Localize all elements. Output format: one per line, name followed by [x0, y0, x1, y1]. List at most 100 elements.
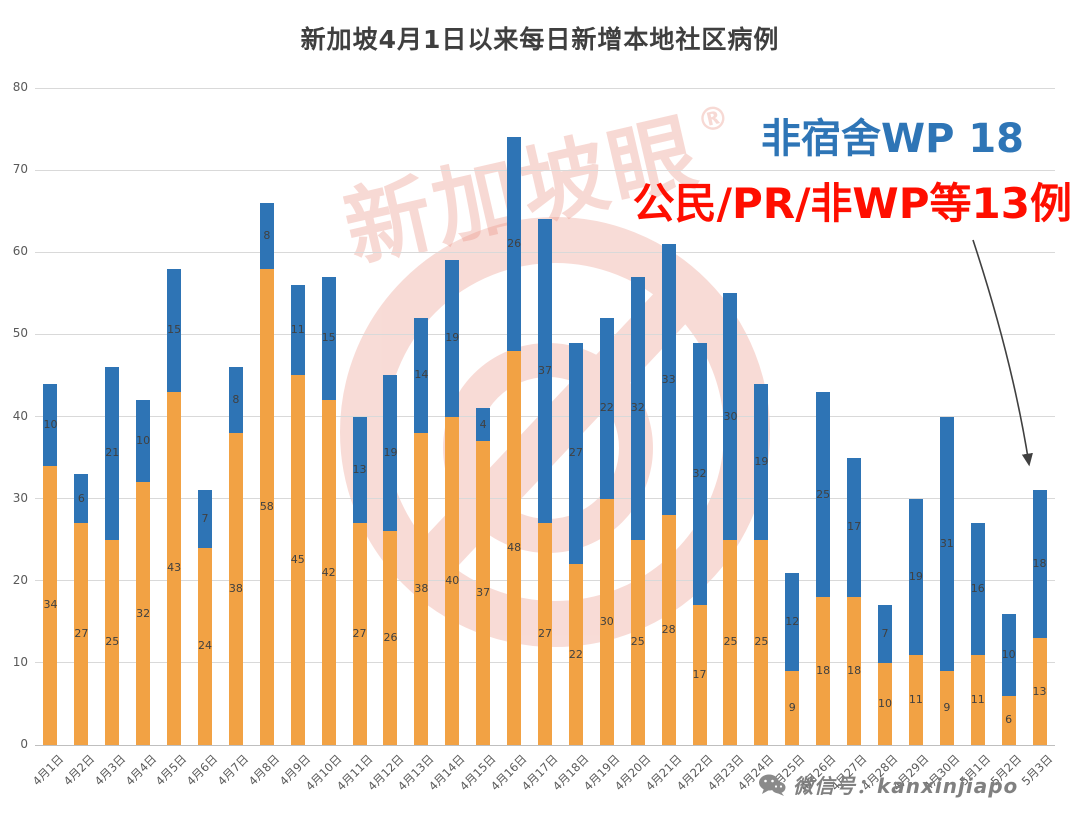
bar-segment-nondorm-wp — [136, 400, 151, 483]
data-label-citizen-pr: 38 — [228, 581, 243, 595]
bar-segment-citizen-pr — [476, 441, 491, 745]
data-label-nondorm-wp: 11 — [290, 323, 305, 337]
y-tick-label: 30 — [12, 490, 28, 505]
bar-segment-nondorm-wp — [167, 268, 182, 392]
x-tick-label: 4月3日 — [91, 751, 128, 789]
data-label-citizen-pr: 58 — [259, 499, 274, 513]
annotation-blue-wp: 非宿舍WP 18 — [760, 116, 1024, 162]
data-label-nondorm-wp: 27 — [568, 446, 583, 460]
bar-segment-citizen-pr — [692, 605, 707, 745]
data-label-citizen-pr: 6 — [1005, 713, 1013, 727]
bar-segment-citizen-pr — [785, 671, 800, 745]
bar-segment-nondorm-wp — [1001, 613, 1016, 696]
bar-4月27日 — [847, 457, 862, 745]
data-label-nondorm-wp: 15 — [167, 323, 182, 337]
data-label-nondorm-wp: 18 — [1032, 557, 1047, 571]
data-label-nondorm-wp: 19 — [754, 454, 769, 468]
y-tick-label: 20 — [12, 572, 28, 587]
data-label-nondorm-wp: 30 — [723, 409, 738, 423]
data-label-nondorm-wp: 8 — [232, 393, 240, 407]
bar-segment-nondorm-wp — [970, 523, 985, 655]
bar-segment-nondorm-wp — [754, 383, 769, 540]
x-tick-label: 4月5日 — [153, 751, 190, 789]
data-label-citizen-pr: 42 — [321, 565, 336, 579]
bar-segment-nondorm-wp — [383, 375, 398, 532]
bar-segment-citizen-pr — [754, 539, 769, 745]
bar-4月2日 — [74, 474, 89, 745]
data-label-citizen-pr: 9 — [943, 701, 951, 715]
data-label-nondorm-wp: 10 — [43, 417, 58, 431]
data-label-citizen-pr: 37 — [476, 586, 491, 600]
data-label-nondorm-wp: 13 — [352, 462, 367, 476]
bar-segment-citizen-pr — [228, 432, 243, 745]
y-tick-label: 0 — [20, 737, 28, 751]
bar-segment-nondorm-wp — [538, 219, 552, 524]
bar-segment-citizen-pr — [321, 400, 336, 745]
data-label-nondorm-wp: 19 — [445, 331, 460, 345]
bar-segment-citizen-pr — [105, 539, 120, 745]
bar-segment-nondorm-wp — [352, 416, 367, 524]
bar-segment-citizen-pr — [167, 391, 182, 745]
data-label-citizen-pr: 30 — [599, 614, 614, 628]
bar-4月28日 — [878, 605, 892, 745]
bar-segment-citizen-pr — [939, 671, 954, 745]
wechat-account-label: 微信号：kanxinjiapo — [793, 774, 1019, 798]
bar-segment-nondorm-wp — [445, 260, 460, 417]
bar-segment-citizen-pr — [630, 539, 645, 745]
bar-segment-citizen-pr — [383, 531, 398, 745]
data-label-nondorm-wp: 37 — [538, 364, 552, 378]
data-label-citizen-pr: 22 — [568, 647, 583, 661]
bar-4月4日 — [136, 400, 151, 745]
bar-4月19日 — [599, 317, 614, 745]
bar-segment-citizen-pr — [136, 482, 151, 745]
x-tick-label: 4月1日 — [29, 751, 67, 789]
bar-4月16日 — [507, 137, 522, 745]
bar-segment-nondorm-wp — [321, 276, 336, 401]
bar-segment-nondorm-wp — [847, 457, 862, 598]
bar-segment-nondorm-wp — [661, 244, 676, 516]
bar-4月23日 — [723, 293, 738, 745]
data-label-citizen-pr: 24 — [198, 639, 212, 653]
bar-segment-citizen-pr — [568, 564, 583, 745]
bar-segment-citizen-pr — [538, 523, 552, 745]
bar-4月5日 — [167, 268, 182, 745]
data-label-nondorm-wp: 19 — [908, 569, 923, 583]
data-label-nondorm-wp: 7 — [881, 627, 889, 641]
data-label-nondorm-wp: 31 — [939, 536, 954, 550]
bar-4月22日 — [692, 342, 707, 745]
bar-segment-citizen-pr — [259, 268, 274, 745]
x-tick-label: 4月8日 — [245, 751, 283, 789]
bar-segment-nondorm-wp — [908, 498, 923, 655]
bar-4月24日 — [754, 383, 769, 745]
bar-4月11日 — [352, 416, 367, 745]
y-tick-label: 50 — [12, 326, 28, 341]
data-label-citizen-pr: 25 — [723, 635, 738, 649]
data-label-citizen-pr: 9 — [788, 701, 796, 715]
bar-segment-nondorm-wp — [290, 285, 305, 376]
y-tick-label: 10 — [12, 654, 28, 669]
x-tick-label: 4月2日 — [60, 751, 97, 789]
bar-4月13日 — [414, 317, 429, 745]
bar-segment-citizen-pr — [878, 662, 892, 745]
data-label-nondorm-wp: 10 — [1001, 647, 1016, 661]
data-label-nondorm-wp: 6 — [77, 491, 85, 505]
data-label-citizen-pr: 27 — [74, 627, 89, 641]
bar-5月2日 — [1001, 613, 1016, 745]
data-label-nondorm-wp: 4 — [479, 417, 487, 431]
bar-segment-nondorm-wp — [414, 317, 429, 433]
bar-segment-citizen-pr — [74, 523, 89, 745]
annotation-red-citizen: 公民/PR/非WP等13例 — [632, 179, 1072, 228]
data-label-nondorm-wp: 26 — [507, 237, 522, 251]
chart-title: 新加坡4月1日以来每日新增本地社区病例 — [300, 25, 780, 54]
bar-segment-nondorm-wp — [568, 342, 583, 565]
bar-4月29日 — [908, 498, 923, 745]
data-label-nondorm-wp: 7 — [201, 512, 209, 526]
data-label-citizen-pr: 34 — [43, 598, 58, 612]
bar-4月17日 — [538, 219, 552, 745]
data-label-citizen-pr: 25 — [630, 635, 645, 649]
data-label-citizen-pr: 25 — [754, 635, 769, 649]
bar-segment-nondorm-wp — [43, 383, 58, 466]
bar-4月9日 — [290, 285, 305, 745]
bar-segment-nondorm-wp — [878, 605, 892, 663]
